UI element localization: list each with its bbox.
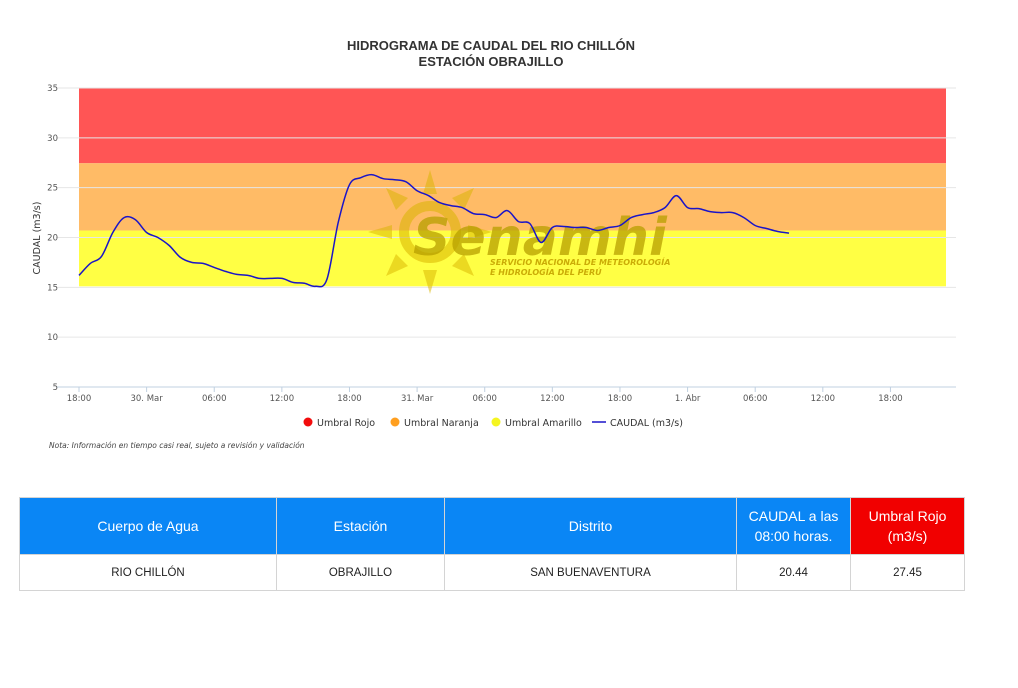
- sun-logo-icon: [368, 170, 492, 294]
- x-tick-label: 18:00: [608, 394, 633, 404]
- x-tick-label: 12:00: [540, 394, 565, 404]
- y-tick-label: 10: [47, 333, 58, 343]
- header-umbral-line1: Umbral Rojo: [868, 508, 947, 524]
- legend-item-caudal[interactable]: CAUDAL (m3/s): [592, 418, 683, 429]
- x-tick-label: 18:00: [337, 394, 362, 404]
- header-estacion: Estación: [276, 497, 445, 555]
- header-distrito: Distrito: [444, 497, 737, 555]
- series-layer: [78, 173, 790, 288]
- threshold-bands: [79, 88, 946, 287]
- hydrograph-chart: HIDROGRAMA DE CAUDAL DEL RIO CHILLÓN EST…: [32, 38, 956, 450]
- table-header-row: Cuerpo de Agua Estación Distrito CAUDAL …: [19, 497, 965, 555]
- legend-marker-umbral-naranja: [390, 417, 400, 427]
- header-caudal-line1: CAUDAL a las: [748, 508, 839, 524]
- x-tick-label: 18:00: [878, 394, 903, 404]
- x-tick-label: 30. Mar: [130, 394, 163, 404]
- header-umbral-rojo: Umbral Rojo (m3/s): [850, 497, 965, 555]
- header-umbral-line2: (m3/s): [887, 528, 928, 544]
- y-tick-label: 30: [47, 134, 58, 144]
- x-tick-label: 1. Abr: [675, 394, 701, 404]
- x-tick-label: 31. Mar: [401, 394, 434, 404]
- y-tick-label: 15: [47, 283, 58, 293]
- cell-cuerpo-de-agua: RIO CHILLÓN: [19, 554, 277, 591]
- threshold-band-umbral-rojo: [79, 88, 946, 164]
- legend-label-caudal: CAUDAL (m3/s): [610, 418, 683, 429]
- x-tick-label: 12:00: [811, 394, 836, 404]
- legend-marker-umbral-amarillo: [491, 417, 501, 427]
- header-caudal: CAUDAL a las 08:00 horas.: [736, 497, 851, 555]
- station-info-table: Cuerpo de Agua Estación Distrito CAUDAL …: [19, 497, 965, 591]
- y-axis-title: CAUDAL (m3/s): [32, 202, 43, 275]
- threshold-band-umbral-naranja: [79, 163, 946, 231]
- legend-marker-umbral-rojo: [303, 417, 313, 427]
- watermark-line1: SERVICIO NACIONAL DE METEOROLOGÍA: [490, 256, 670, 267]
- table-row: RIO CHILLÓN OBRAJILLO SAN BUENAVENTURA 2…: [19, 554, 965, 591]
- cell-distrito: SAN BUENAVENTURA: [444, 554, 737, 591]
- x-tick-label: 06:00: [743, 394, 768, 404]
- threshold-band-umbral-amarillo: [79, 230, 946, 287]
- grid-lines: [56, 87, 956, 338]
- chart-title: HIDROGRAMA DE CAUDAL DEL RIO CHILLÓN: [347, 38, 635, 53]
- legend: Umbral Rojo Umbral Naranja Umbral Amaril…: [303, 417, 683, 430]
- x-tick-label: 12:00: [270, 394, 295, 404]
- y-tick-label: 35: [47, 84, 58, 94]
- watermark-line2: E HIDROLOGÍA DEL PERÚ: [490, 266, 602, 277]
- y-tick-label: 5: [53, 383, 58, 393]
- caudal-series-line: [78, 173, 790, 288]
- header-cuerpo-de-agua: Cuerpo de Agua: [19, 497, 277, 555]
- cell-umbral-rojo: 27.45: [850, 554, 965, 591]
- axes: 5 10 15 20 25 30 35 18:00 30. Mar 06:00 12:00 18:00…: [47, 84, 956, 404]
- legend-item-umbral-naranja[interactable]: Umbral Naranja: [390, 417, 479, 430]
- legend-item-umbral-rojo[interactable]: Umbral Rojo: [303, 417, 376, 430]
- chart-subtitle: ESTACIÓN OBRAJILLO: [419, 54, 564, 69]
- x-tick-label: 06:00: [202, 394, 227, 404]
- y-tick-label: 20: [47, 234, 58, 244]
- legend-label-umbral-rojo: Umbral Rojo: [317, 418, 375, 429]
- legend-label-umbral-naranja: Umbral Naranja: [404, 418, 479, 429]
- cell-estacion: OBRAJILLO: [276, 554, 445, 591]
- x-tick-label: 06:00: [472, 394, 497, 404]
- data-note: Nota: Información en tiempo casi real, s…: [49, 441, 305, 450]
- cell-caudal: 20.44: [736, 554, 851, 591]
- legend-item-umbral-amarillo[interactable]: Umbral Amarillo: [491, 417, 583, 430]
- y-tick-label: 25: [47, 184, 58, 194]
- watermark-brand: Senamhi: [413, 208, 668, 268]
- senamhi-watermark: Senamhi SERVICIO NACIONAL DE METEOROLOGÍ…: [368, 170, 670, 294]
- header-caudal-line2: 08:00 horas.: [754, 528, 833, 544]
- x-tick-label: 18:00: [67, 394, 92, 404]
- legend-label-umbral-amarillo: Umbral Amarillo: [505, 418, 582, 429]
